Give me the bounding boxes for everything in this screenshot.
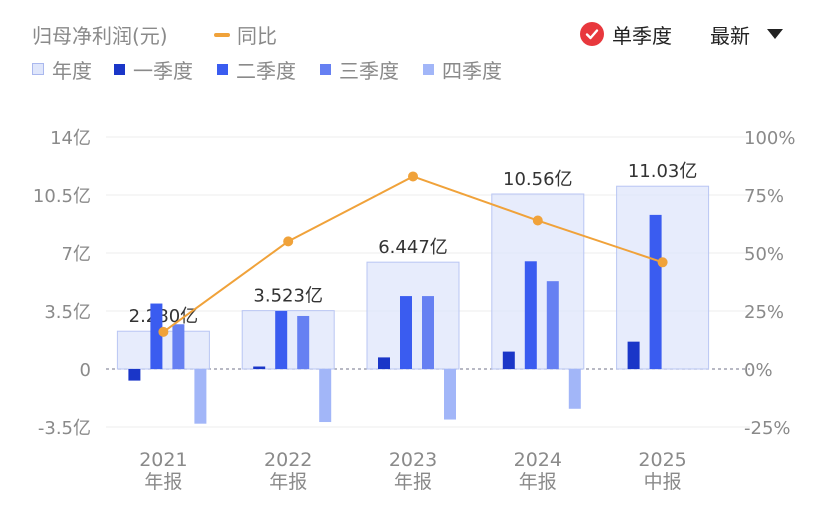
x-tick-label: 2023 [389, 449, 437, 471]
x-tick-sublabel: 年报 [394, 471, 432, 493]
quarter-bar [400, 296, 412, 369]
x-tick-label: 2022 [264, 449, 312, 471]
annual-bar [366, 261, 460, 370]
quarter-bar [297, 315, 310, 369]
x-tick-sublabel: 年报 [269, 471, 307, 493]
annual-value-label: 6.447亿 [378, 237, 448, 258]
latest-dropdown[interactable]: 最新 [710, 20, 784, 48]
y-left-tick-label: 14亿 [50, 128, 91, 149]
yoy-point [657, 257, 668, 268]
legend-swatch [114, 63, 125, 75]
y-left-tick-label: 3.5亿 [44, 302, 91, 323]
legend-swatch [320, 63, 331, 75]
y-right-tick-label: 75% [744, 186, 784, 207]
legend-item[interactable]: 二季度 [217, 55, 296, 84]
legend-label: 三季度 [339, 58, 399, 83]
annual-value-label: 3.523亿 [253, 286, 323, 307]
legend-item[interactable]: 年度 [32, 55, 92, 84]
single-quarter-toggle[interactable]: 单季度 [580, 20, 672, 48]
legend-item[interactable]: 三季度 [320, 55, 399, 84]
legend-item[interactable]: 一季度 [114, 55, 193, 84]
quarter-bar [422, 296, 434, 369]
legend: 年度 一季度 二季度 三季度 四季度 [32, 55, 526, 84]
x-tick-sublabel: 中报 [644, 471, 682, 493]
legend-swatch [423, 63, 434, 75]
x-tick-label: 2021 [139, 449, 187, 471]
y-left-tick-label: -3.5亿 [38, 418, 91, 439]
quarter-bar [378, 357, 390, 369]
y-left-tick-label: 7亿 [62, 244, 91, 265]
x-tick-label: 2024 [514, 449, 562, 471]
y-right-tick-label: 0% [744, 360, 773, 381]
quarter-bar [275, 311, 288, 369]
quarter-bar [194, 369, 207, 424]
yoy-point [283, 236, 294, 247]
legend-label: 年度 [52, 58, 92, 83]
y-left-tick-label: 10.5亿 [33, 186, 91, 207]
latest-label: 最新 [710, 23, 750, 48]
y-right-tick-label: 25% [744, 302, 784, 323]
legend-swatch [217, 63, 228, 75]
x-tick-sublabel: 年报 [519, 471, 557, 493]
x-tick-sublabel: 年报 [144, 471, 182, 493]
legend-label: 二季度 [236, 58, 296, 83]
quarter-bar [627, 341, 640, 369]
quarter-bar [253, 366, 266, 369]
quarter-bar [444, 369, 456, 420]
quarter-bar [319, 369, 332, 423]
quarter-bar [502, 351, 515, 369]
annual-value-label: 2.280亿 [129, 306, 199, 327]
quarter-bar [649, 214, 662, 369]
annual-value-label: 11.03亿 [628, 161, 698, 182]
yoy-point [408, 171, 418, 182]
legend-swatch [32, 63, 44, 75]
y-right-tick-label: 50% [744, 244, 784, 265]
yoy-point [158, 326, 169, 337]
quarter-bar [546, 281, 559, 369]
single-quarter-label: 单季度 [612, 23, 672, 48]
legend-label: 四季度 [442, 58, 502, 83]
annual-value-label: 10.56亿 [503, 169, 573, 190]
metric-label: 归母净利润(元) [32, 24, 168, 48]
quarter-bar [172, 324, 185, 369]
annual-bar [116, 330, 210, 370]
quarter-bar [524, 261, 537, 369]
y-right-tick-label: -25% [744, 418, 791, 439]
quarter-bar [568, 369, 581, 409]
annual-bar [616, 185, 710, 370]
yoy-legend-label: 同比 [237, 24, 277, 48]
quarter-bar [150, 303, 163, 369]
caret-down-icon [766, 25, 784, 44]
legend-label: 一季度 [133, 58, 193, 83]
yoy-point [532, 215, 543, 226]
quarter-bar [128, 369, 141, 381]
yoy-legend-line [214, 33, 230, 37]
y-left-tick-label: 0 [80, 360, 91, 381]
annual-bar [241, 310, 335, 370]
x-tick-label: 2025 [638, 449, 686, 471]
legend-item[interactable]: 四季度 [423, 55, 502, 84]
y-right-tick-label: 100% [744, 128, 795, 149]
check-circle-icon [580, 22, 604, 46]
